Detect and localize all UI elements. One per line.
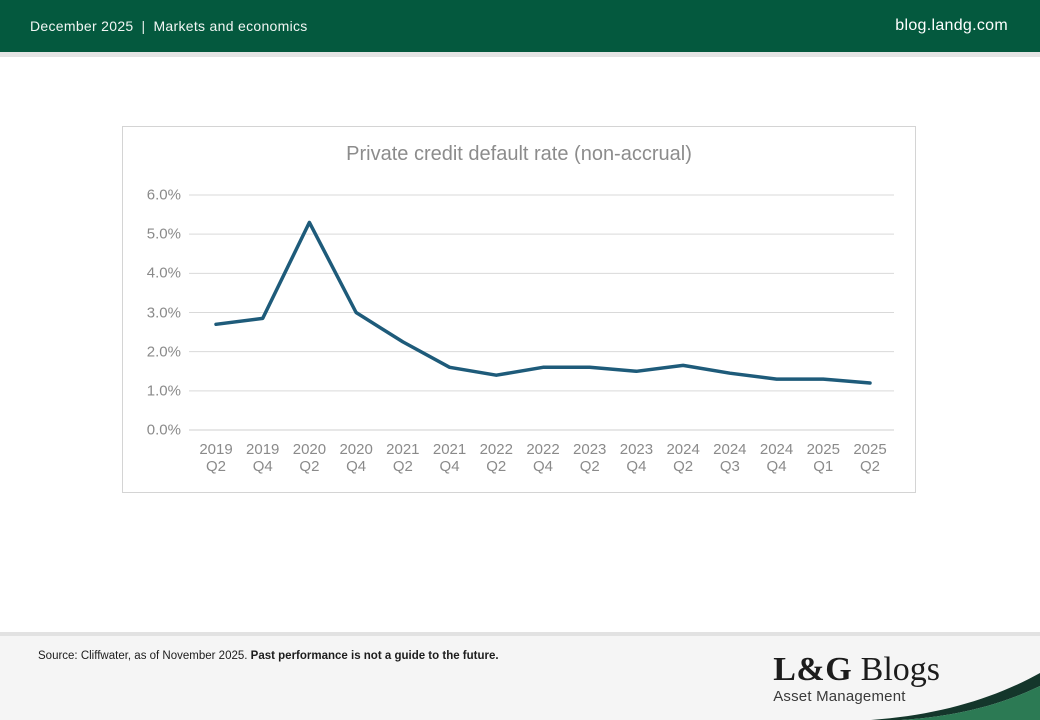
x-tick-label: 2019 Q2 — [199, 441, 233, 475]
x-tick-label: 2023 Q4 — [619, 441, 654, 475]
header-site-url: blog.landg.com — [895, 17, 1008, 34]
x-tick-label: 2020 Q4 — [339, 441, 373, 475]
source-note: Source: Cliffwater, as of November 2025.… — [38, 650, 499, 662]
y-tick-label: 1.0% — [146, 382, 181, 400]
x-tick-label: 2021 Q2 — [386, 441, 420, 475]
corner-wedge-graphic — [871, 673, 1040, 720]
disclaimer-text: Past performance is not a guide to the f… — [250, 650, 499, 662]
logo-blogs-text: Blogs — [852, 651, 940, 688]
y-tick-label: 0.0% — [146, 421, 181, 439]
y-tick-label: 3.0% — [146, 304, 181, 321]
header-section: Markets and economics — [153, 18, 308, 34]
x-tick-label: 2024 Q2 — [666, 441, 700, 475]
header-breadcrumb: December 2025 | Markets and economics — [30, 18, 308, 34]
y-tick-label: 4.0% — [146, 264, 181, 282]
chart-title: Private credit default rate (non-accrual… — [346, 143, 692, 165]
header-bar: December 2025 | Markets and economics bl… — [0, 0, 1040, 52]
x-tick-label: 2020 Q2 — [292, 441, 327, 475]
x-tick-label: 2023 Q2 — [573, 441, 607, 475]
header-divider — [0, 52, 1040, 57]
logo-lg-text: L&G — [773, 651, 853, 688]
x-tick-label: 2019 Q4 — [246, 441, 280, 475]
brand-logo: L&G Blogs Asset Management — [773, 651, 940, 706]
y-tick-label: 2.0% — [146, 343, 181, 361]
x-tick-label: 2021 Q4 — [432, 441, 467, 475]
source-text: Source: Cliffwater, as of November 2025. — [38, 650, 251, 662]
footer: Source: Cliffwater, as of November 2025.… — [0, 632, 1040, 720]
chart-container: Private credit default rate (non-accrual… — [122, 126, 916, 493]
logo-title: L&G Blogs — [773, 651, 940, 688]
header-date: December 2025 — [30, 18, 134, 34]
x-tick-label: 2025 Q2 — [853, 441, 887, 475]
x-tick-label: 2022 Q2 — [479, 441, 513, 475]
line-chart-plot — [189, 194, 894, 431]
y-tick-label: 6.0% — [146, 186, 181, 204]
x-tick-label: 2022 Q4 — [526, 441, 560, 475]
x-tick-label: 2024 Q4 — [759, 441, 794, 475]
logo-subtitle: Asset Management — [773, 688, 906, 705]
y-tick-label: 5.0% — [146, 225, 181, 243]
header-separator: | — [141, 18, 146, 34]
x-tick-label: 2024 Q3 — [713, 441, 747, 475]
x-tick-label: 2025 Q1 — [806, 441, 840, 475]
